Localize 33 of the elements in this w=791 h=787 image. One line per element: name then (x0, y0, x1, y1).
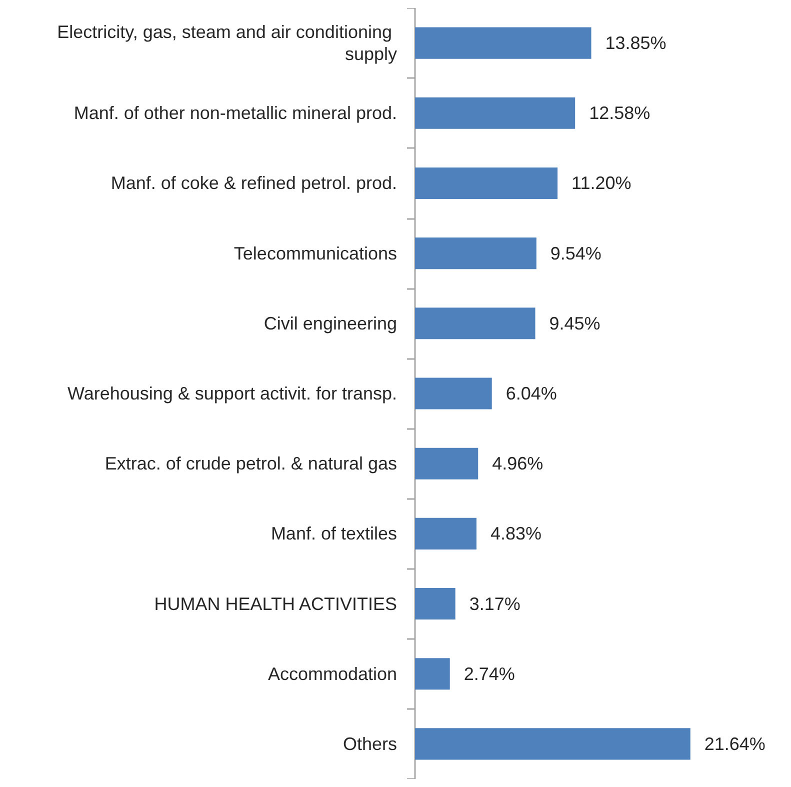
bar (415, 238, 536, 270)
y-tick-label: Electricity, gas, steam and air conditioning supply (57, 22, 397, 64)
bar (415, 378, 492, 410)
y-tick-label: HUMAN HEALTH ACTIVITIES (154, 594, 397, 614)
y-tick-label: Warehousing & support activit. for transp. (68, 384, 397, 404)
data-label: 6.04% (506, 384, 557, 404)
data-label: 2.74% (464, 664, 515, 684)
bar (415, 518, 476, 550)
y-tick-label: Manf. of other non-metallic mineral prod. (74, 103, 397, 124)
data-label: 21.64% (704, 734, 766, 754)
y-tick-label: Manf. of coke & refined petrol. prod. (110, 173, 397, 194)
data-label: 13.85% (605, 33, 666, 54)
bar (415, 308, 536, 340)
data-label: 4.83% (490, 524, 542, 544)
bar (415, 97, 576, 129)
y-tick-label: Accommodation (268, 664, 397, 684)
y-tick-label: Others (342, 734, 397, 754)
bar (415, 588, 456, 620)
y-tick-label: Extrac. of crude petrol. & natural gas (104, 454, 397, 474)
data-label: 9.45% (549, 313, 600, 334)
y-tick-label: Telecommunications (234, 243, 397, 264)
y-tick-label: Manf. of textiles (270, 524, 397, 544)
data-label: 9.54% (550, 243, 602, 264)
bar (415, 658, 450, 690)
data-label: 12.58% (589, 103, 650, 124)
y-tick-label: Civil engineering (264, 313, 397, 334)
bar (415, 728, 690, 760)
data-label: 4.96% (492, 454, 544, 474)
bar (415, 448, 478, 480)
data-label: 11.20% (572, 173, 632, 194)
bar (415, 167, 558, 199)
data-label: 3.17% (469, 594, 520, 614)
bar (415, 27, 592, 59)
